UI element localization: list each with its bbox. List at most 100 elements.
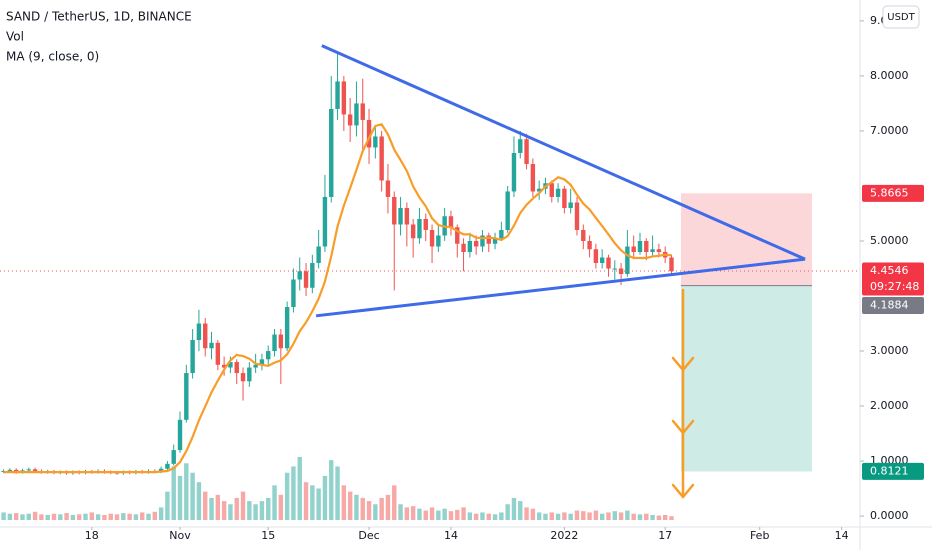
volume-bar: [291, 466, 296, 520]
candle-body: [284, 307, 290, 349]
volume-bar: [266, 497, 271, 520]
volume-bar: [656, 515, 662, 520]
candle-body: [228, 362, 233, 368]
volume-bar: [366, 501, 372, 520]
y-tick-label: 5.0000: [870, 234, 909, 247]
volume-bar: [442, 508, 447, 520]
volume-bar: [625, 510, 630, 520]
volume-bar: [398, 504, 403, 520]
volume-bar: [518, 501, 523, 520]
arrow-chevron: [671, 419, 695, 435]
y-tick-label: 2.0000: [870, 399, 909, 412]
volume-bar: [662, 514, 668, 520]
candle-body: [221, 364, 227, 368]
candle-body: [215, 342, 221, 365]
candle-body: [455, 227, 460, 244]
volume-bar: [448, 511, 454, 520]
candle-body: [549, 183, 554, 197]
candle-body: [329, 108, 334, 197]
volume-bar: [45, 514, 50, 520]
candle-body: [530, 163, 536, 192]
candle-body: [398, 207, 403, 225]
volume-bar: [310, 485, 315, 520]
candle-body: [492, 238, 498, 244]
volume-bar: [70, 514, 76, 520]
volume-bar: [524, 507, 529, 520]
volume-bar: [360, 497, 365, 520]
volume-bar: [102, 514, 107, 520]
volume-bar: [190, 472, 195, 520]
candle-body: [618, 268, 624, 275]
y-tick-label: 8.0000: [870, 69, 909, 82]
x-tick-label: 17: [658, 529, 672, 542]
candle-body: [240, 373, 246, 382]
candle-body: [190, 340, 195, 374]
candle-body: [26, 469, 32, 471]
volume-bar: [39, 514, 44, 520]
volume-bar: [499, 512, 504, 520]
volume-bar: [215, 494, 221, 520]
volume-bar: [335, 466, 340, 520]
volume-bar: [392, 485, 397, 520]
volume-bar: [511, 497, 517, 520]
volume-bar: [284, 472, 290, 520]
volume-bar: [158, 507, 164, 520]
volume-bar: [240, 491, 246, 520]
target-label-bg: [862, 462, 924, 480]
volume-bar: [108, 513, 113, 520]
candle-body: [32, 469, 38, 471]
volume-bar: [272, 485, 277, 520]
candle-body: [562, 188, 567, 208]
volume-bar: [587, 512, 592, 520]
volume-bar: [455, 509, 460, 520]
candle-body: [360, 103, 365, 120]
candle-body: [593, 249, 599, 263]
volume-bar: [574, 510, 580, 520]
candle-body: [587, 240, 592, 250]
volume-bar: [253, 504, 258, 520]
currency-button[interactable]: [882, 5, 920, 29]
volume-bar: [404, 507, 410, 520]
volume-bar: [467, 512, 473, 520]
volume-bar: [259, 501, 265, 520]
volume-bar: [436, 510, 441, 520]
volume-bar: [26, 513, 32, 520]
candle-body: [581, 229, 586, 241]
candle-body: [297, 271, 302, 280]
volume-bar: [58, 514, 63, 520]
candle-body: [373, 136, 378, 148]
volume-bar: [89, 512, 95, 520]
volume-bar: [347, 491, 353, 520]
trendline: [315, 257, 806, 318]
candle-body: [335, 81, 340, 109]
volume-bar: [373, 504, 378, 520]
volume-bar: [95, 514, 101, 520]
candle-body: [612, 268, 617, 270]
candle-body: [429, 229, 435, 247]
candle-body: [310, 263, 315, 288]
x-tick-label: 15: [261, 529, 275, 542]
candle-body: [322, 196, 328, 247]
candle-body: [599, 257, 605, 263]
volume-bar: [20, 514, 25, 520]
candle-body: [259, 359, 265, 365]
candle-body: [266, 351, 271, 360]
volume-bar: [417, 508, 422, 520]
candle-body: [404, 207, 410, 225]
moving-average: [3, 123, 672, 474]
volume-bar: [562, 512, 567, 520]
candle-body: [291, 279, 296, 308]
volume-bar: [329, 460, 334, 520]
candle-body: [272, 334, 277, 352]
candle-body: [518, 139, 523, 153]
candle-body: [644, 240, 649, 252]
candle-body: [473, 240, 479, 247]
volume-bar: [127, 513, 132, 520]
currency-label[interactable]: USDT: [887, 12, 915, 23]
volume-bar: [410, 506, 416, 520]
position-layer: [680, 193, 813, 472]
candle-body: [536, 188, 542, 192]
candle-body: [177, 419, 183, 451]
